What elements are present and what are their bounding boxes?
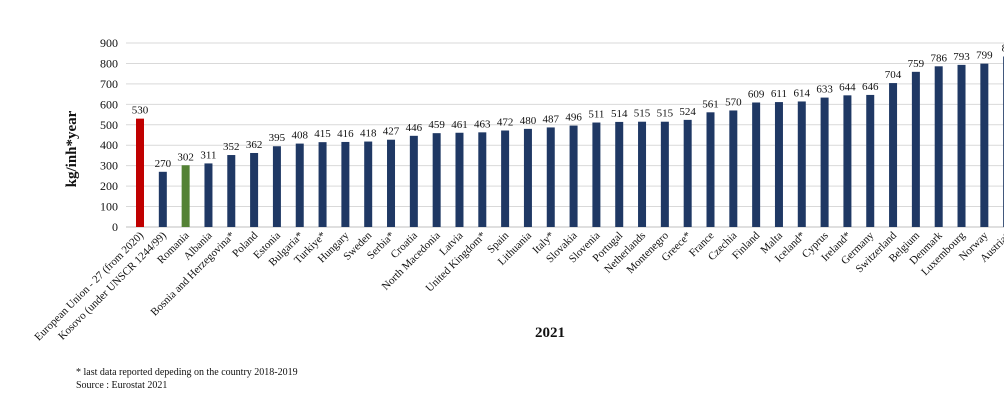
bar: [638, 121, 647, 227]
x-axis-label: 2021: [535, 325, 565, 341]
bar: [889, 83, 898, 228]
y-tick-label: 800: [100, 56, 118, 70]
data-label: 415: [314, 128, 331, 140]
data-label: 480: [520, 115, 537, 127]
bar: [980, 63, 989, 227]
data-label: 511: [588, 109, 604, 121]
bar: [774, 102, 783, 227]
bar: [204, 163, 213, 227]
bar: [523, 128, 532, 227]
data-label: 561: [702, 98, 719, 110]
data-label: 472: [497, 117, 514, 129]
bar: [797, 101, 806, 227]
y-tick-label: 100: [100, 200, 118, 214]
bar: [387, 139, 396, 227]
bar: [295, 143, 304, 227]
data-label: 416: [337, 128, 354, 140]
bar: [364, 141, 373, 227]
bar: [866, 94, 875, 227]
data-label: 570: [725, 96, 742, 108]
bar: [592, 122, 601, 227]
y-tick-label: 0: [112, 220, 118, 234]
data-label: 302: [177, 151, 194, 163]
data-label: 786: [930, 52, 947, 64]
bar: [501, 130, 510, 227]
bar: [843, 95, 852, 228]
bar: [934, 66, 943, 227]
data-label: 646: [862, 81, 879, 93]
data-label: 362: [246, 139, 263, 151]
data-label: 530: [132, 105, 149, 117]
source-note: Source : Eurostat 2021: [76, 380, 167, 391]
bar: [752, 102, 761, 227]
data-label: 524: [679, 106, 696, 118]
data-label: 418: [360, 128, 377, 140]
y-tick-label: 600: [100, 97, 118, 111]
x-tick-label: Kosovo (under UNSCR 1244/99): [56, 229, 169, 342]
data-label: 614: [794, 87, 811, 99]
y-tick-label: 300: [100, 159, 118, 173]
data-label: 799: [976, 50, 993, 62]
bar: [478, 132, 487, 227]
bar: [683, 119, 692, 227]
bar: [957, 64, 966, 228]
bar: [227, 155, 236, 227]
data-label: 514: [611, 108, 628, 120]
bar: [706, 112, 715, 227]
x-tick-label: European Union - 27 (from 2020): [32, 229, 146, 343]
bar: [729, 110, 738, 227]
bar: [409, 135, 418, 227]
bar: [455, 132, 464, 227]
footnote: * last data reported depeding on the cou…: [76, 367, 298, 378]
bar: [660, 121, 669, 227]
data-label: 461: [451, 119, 468, 131]
bar: [158, 171, 167, 227]
data-label: 270: [155, 158, 172, 170]
data-label: 446: [406, 122, 423, 134]
data-label: 793: [953, 51, 970, 63]
y-tick-label: 200: [100, 179, 118, 193]
data-label: 487: [543, 113, 560, 125]
bar: [341, 141, 350, 227]
data-label: 83: [1002, 42, 1004, 54]
data-label: 408: [291, 130, 308, 142]
data-label: 644: [839, 81, 856, 93]
data-label: 759: [908, 58, 925, 70]
bar: [911, 71, 920, 228]
bar: [318, 142, 327, 227]
data-label: 463: [474, 118, 491, 130]
y-axis-label: kg/inh*year: [64, 110, 80, 187]
data-label: 704: [885, 69, 902, 81]
data-label: 496: [565, 112, 582, 124]
y-tick-label: 400: [100, 138, 118, 152]
y-tick-label: 900: [100, 36, 118, 50]
data-label: 352: [223, 141, 240, 153]
data-label: 515: [657, 108, 674, 120]
data-label: 609: [748, 88, 765, 100]
bar: [432, 133, 441, 227]
bar: [136, 118, 144, 227]
bar: [820, 97, 829, 227]
data-label: 515: [634, 108, 651, 120]
bar: [546, 127, 555, 227]
bar: [250, 152, 259, 227]
data-label: 395: [269, 132, 286, 144]
bar: [272, 146, 281, 227]
data-label: 427: [383, 126, 400, 138]
y-tick-label: 700: [100, 77, 118, 91]
data-label: 311: [200, 149, 216, 161]
bar: [181, 165, 190, 227]
bar: [569, 125, 578, 227]
y-tick-label: 500: [100, 118, 118, 132]
data-label: 633: [816, 84, 833, 96]
data-label: 611: [771, 88, 787, 100]
data-label: 459: [428, 119, 445, 131]
bar: [615, 121, 624, 227]
